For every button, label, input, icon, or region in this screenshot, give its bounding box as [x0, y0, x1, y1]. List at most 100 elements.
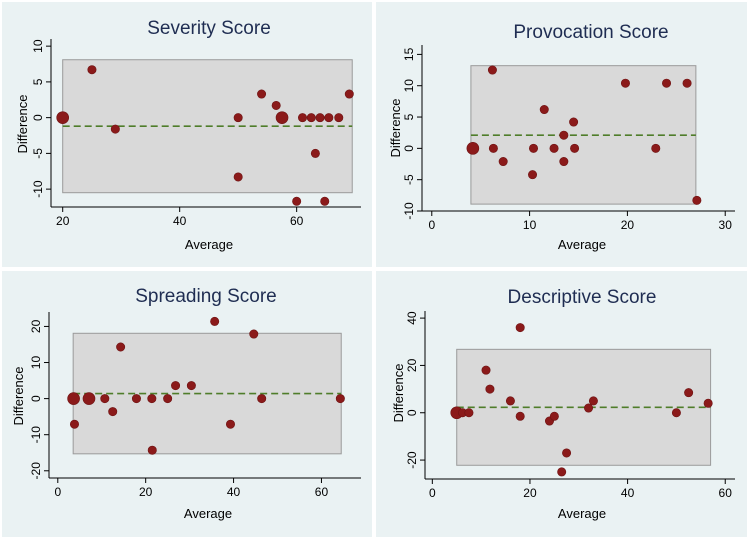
data-point	[528, 170, 538, 180]
data-point	[249, 329, 259, 339]
data-point	[257, 394, 267, 404]
y-tick-label: -20	[29, 462, 43, 480]
data-point	[662, 78, 672, 88]
data-point	[315, 113, 325, 123]
y-tick-label: -10	[29, 426, 43, 444]
y-axis-label: Difference	[11, 366, 26, 425]
data-point	[570, 143, 580, 153]
descriptive-score-panel: Descriptive Score Average Difference 40 2…	[376, 271, 747, 537]
x-axis-label: Average	[558, 506, 606, 521]
x-axis-label: Average	[558, 237, 606, 252]
y-tick-label: 20	[29, 319, 43, 333]
data-point	[171, 381, 181, 391]
descriptive-score-plot: Descriptive Score Average Difference 40 2…	[391, 287, 735, 521]
data-point	[56, 111, 69, 124]
x-tick-label: 0	[54, 485, 61, 499]
data-point	[82, 392, 96, 405]
x-tick-label: 40	[173, 214, 187, 228]
x-tick-label: 20	[56, 214, 70, 228]
spreading-score-plot: Spreading Score Average Difference 20 10 0…	[11, 286, 361, 521]
x-tick-label: 10	[523, 218, 537, 232]
data-point	[108, 407, 118, 417]
chart-title: Descriptive Score	[508, 287, 657, 308]
data-point	[488, 143, 498, 153]
y-tick-label: 0	[402, 145, 416, 152]
y-axis-label: Difference	[391, 363, 406, 422]
data-point	[569, 117, 579, 127]
x-tick-label: 0	[429, 486, 436, 500]
y-tick-label: 40	[405, 311, 419, 325]
data-point	[620, 78, 630, 88]
data-point	[562, 448, 572, 458]
x-tick-label: 40	[227, 485, 241, 499]
data-point	[306, 113, 316, 123]
x-tick-label: 20	[523, 486, 537, 500]
provocation-score-plot: Provocation Score Average Difference 15 1…	[388, 22, 735, 252]
x-tick-label: 0	[428, 218, 435, 232]
data-point	[320, 196, 330, 206]
data-point	[559, 157, 569, 167]
y-tick-label: -20	[405, 451, 419, 469]
x-tick-label: 20	[139, 485, 153, 499]
data-point	[69, 419, 79, 429]
data-point	[485, 384, 495, 394]
y-tick-label: -5	[31, 148, 45, 159]
data-point	[549, 143, 559, 153]
y-tick-label: 10	[31, 39, 45, 53]
data-point	[498, 157, 508, 167]
data-point	[515, 323, 525, 333]
x-tick-label: 30	[719, 218, 733, 232]
data-point	[210, 316, 220, 326]
data-point	[298, 113, 308, 123]
data-point	[100, 394, 110, 404]
data-point	[110, 124, 120, 134]
chart-title: Spreading Score	[135, 286, 277, 307]
data-point	[310, 148, 320, 158]
data-point	[692, 195, 702, 205]
data-point	[233, 113, 243, 123]
data-point	[682, 78, 692, 88]
chart-title: Severity Score	[147, 18, 271, 39]
data-point	[529, 143, 539, 153]
data-point	[466, 142, 480, 155]
x-tick-label: 60	[719, 486, 733, 500]
data-point	[684, 388, 694, 398]
data-point	[539, 105, 549, 115]
y-tick-label: -5	[402, 174, 416, 185]
data-point	[163, 394, 173, 404]
data-point	[186, 381, 196, 391]
data-point	[324, 113, 334, 123]
spreading-score-panel: Spreading Score Average Difference 20 10 0…	[2, 271, 372, 537]
data-point	[584, 403, 594, 413]
x-axis-label: Average	[184, 506, 232, 521]
severity-score-plot: Severity Score Average Difference 10 5 0 -5…	[15, 18, 361, 252]
data-point	[131, 394, 141, 404]
data-point	[334, 113, 344, 123]
chart-title: Provocation Score	[513, 22, 668, 43]
data-point	[557, 467, 567, 477]
data-point	[257, 89, 267, 99]
y-tick-label: 5	[31, 78, 45, 85]
data-point	[87, 65, 97, 75]
provocation-score-panel: Provocation Score Average Difference 15 1…	[376, 2, 747, 267]
data-point	[116, 342, 126, 352]
data-point	[464, 408, 474, 418]
y-tick-label: 20	[405, 358, 419, 372]
data-point	[275, 111, 289, 124]
data-point	[225, 419, 235, 429]
data-point	[487, 65, 497, 75]
y-tick-label: 0	[405, 409, 419, 416]
data-point	[233, 172, 243, 182]
x-axis-label: Average	[185, 237, 233, 252]
data-point	[588, 396, 598, 406]
data-point	[344, 89, 354, 99]
data-point	[67, 392, 80, 405]
x-tick-label: 40	[621, 486, 635, 500]
y-tick-label: 0	[31, 114, 45, 121]
y-tick-label: 10	[402, 79, 416, 93]
severity-score-panel: Severity Score Average Difference 10 5 0 -5…	[2, 2, 372, 267]
y-tick-label: -10	[402, 202, 416, 220]
data-point	[147, 445, 157, 455]
y-axis-label: Difference	[15, 94, 30, 153]
